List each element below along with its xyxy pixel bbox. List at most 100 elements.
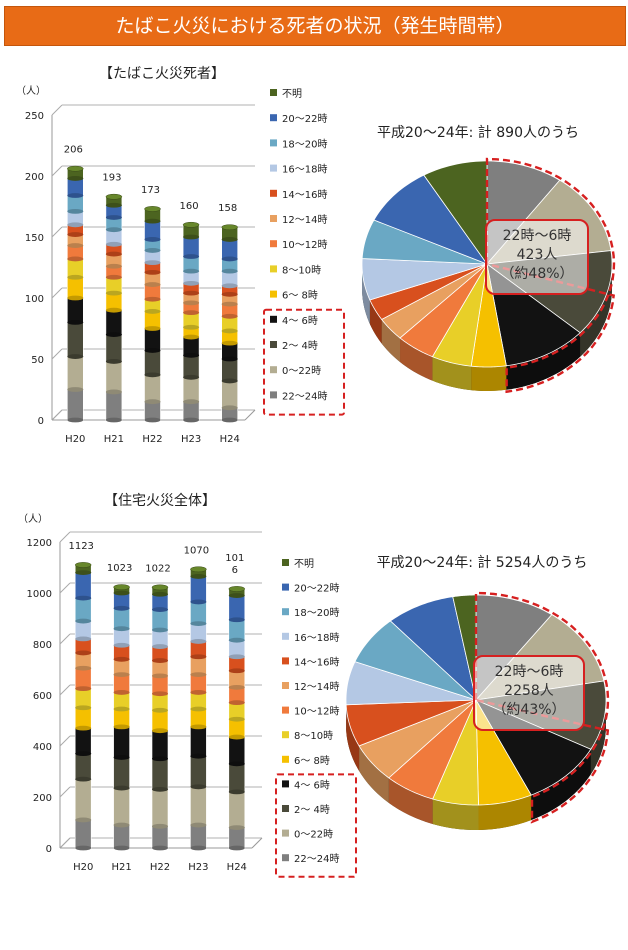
bar-segment-edge [190, 822, 207, 828]
x-tick-label: H23 [188, 862, 208, 873]
legend-swatch [282, 780, 289, 788]
bar-segment-edge [152, 786, 168, 792]
bar-segment [221, 239, 238, 260]
bar-segment-edge [144, 348, 161, 353]
legend-swatch [282, 706, 289, 714]
gridline-depth [59, 786, 71, 798]
pie-slice-side [432, 798, 479, 830]
bar-segment-edge [183, 399, 200, 405]
x-axis-depth [251, 837, 263, 849]
x-tick-label: H22 [142, 434, 162, 445]
pie-slice-side [580, 250, 612, 357]
gridline-depth [51, 226, 63, 238]
bar-segment-edge [75, 705, 92, 711]
legend-swatch [270, 341, 277, 348]
bar-segment-edge [228, 734, 245, 740]
pie-slice-side [388, 777, 433, 824]
bar-segment-edge [228, 668, 245, 674]
legend-label: 不明 [282, 88, 302, 100]
bar-segment-edge [75, 636, 92, 642]
bar-segment [144, 220, 161, 240]
x-tick-label: H20 [73, 862, 93, 873]
x-tick-label: H21 [111, 862, 131, 873]
bar-segment [182, 355, 200, 378]
pie-slice [470, 263, 507, 368]
bar-segment [113, 628, 130, 646]
y-tick-label: 200 [25, 172, 44, 183]
bar-top-cap [221, 224, 238, 231]
pie-slice [354, 620, 477, 701]
legend-swatch [270, 366, 277, 374]
bar-segment [105, 334, 123, 362]
bar-segment-edge [113, 845, 130, 851]
bar-top-cap [67, 165, 84, 172]
bar-segment-edge [190, 724, 207, 730]
pie-callout-text: 2258人 [504, 683, 554, 699]
bar-segment-edge [152, 607, 168, 612]
stacked-bar [190, 566, 207, 851]
legend-swatch [282, 682, 289, 689]
legend-swatch [282, 583, 289, 591]
pie-slice [399, 263, 488, 358]
legend-label: 8～10時 [282, 264, 321, 276]
pie-slice-side [471, 365, 507, 391]
legend-label: 2～ 4時 [294, 804, 330, 816]
gridline-depth [59, 531, 71, 543]
pie-callout-box [485, 219, 589, 295]
bar-segment [228, 595, 246, 621]
bar-segment [144, 311, 161, 329]
bar-segment-edge [228, 637, 245, 643]
bar-segment-edge [105, 389, 122, 395]
pie-callout-text: 22時～6時 [503, 228, 572, 244]
legend-swatch [282, 731, 289, 739]
legend-swatch [282, 805, 289, 812]
bar-segment-edge [221, 356, 238, 362]
gridline-depth [51, 409, 63, 421]
pie-slice-side [590, 681, 606, 775]
bar-segment [67, 389, 84, 421]
legend-label: 20～22時 [282, 113, 327, 125]
bar-segment-edge [183, 310, 200, 316]
y-tick-label: 400 [33, 742, 52, 753]
bar-segment [113, 607, 130, 629]
bar-segment [144, 401, 161, 421]
legend-swatch [270, 315, 277, 323]
pie-slice [431, 263, 488, 367]
bar-segment-edge [105, 359, 122, 364]
bar-segment-edge [144, 326, 161, 331]
pie-slice [432, 699, 479, 806]
legend-swatch [270, 139, 277, 147]
legend-swatch [282, 657, 289, 665]
bar-top-cap [144, 206, 161, 212]
bar-segment-edge [183, 374, 200, 380]
y-tick-label: 200 [33, 793, 52, 804]
bar-segment-edge [152, 756, 168, 762]
bar-segment [67, 322, 84, 357]
bar-segment [182, 401, 200, 421]
pie-slice-side [400, 337, 433, 381]
gridline-depth [51, 165, 63, 177]
bar-segment [151, 826, 169, 849]
bar-segment-edge [228, 617, 245, 623]
bar-segment [144, 350, 161, 376]
pie-slice-side [362, 258, 370, 324]
bar-segment-edge [221, 378, 238, 384]
bar-segment [182, 236, 200, 257]
bar-segment [151, 675, 169, 695]
stacked-bar [67, 165, 84, 423]
y-tick-label: 0 [38, 416, 44, 427]
gridline-depth [59, 633, 71, 645]
bar-segment [151, 758, 169, 790]
legend-swatch [270, 114, 277, 122]
bar-segment-edge [144, 237, 161, 242]
legend-swatch [270, 89, 277, 96]
stacked-bar [113, 584, 130, 851]
bar-segment [190, 786, 207, 826]
legend-swatch [282, 755, 289, 763]
bar-segment-edge [75, 650, 92, 656]
bar-segment-edge [152, 673, 168, 679]
bar-segment-edge [221, 237, 238, 242]
bar-total-label: 6 [232, 565, 238, 576]
bar-segment-edge [152, 627, 168, 633]
bar-segment-edge [190, 845, 207, 851]
